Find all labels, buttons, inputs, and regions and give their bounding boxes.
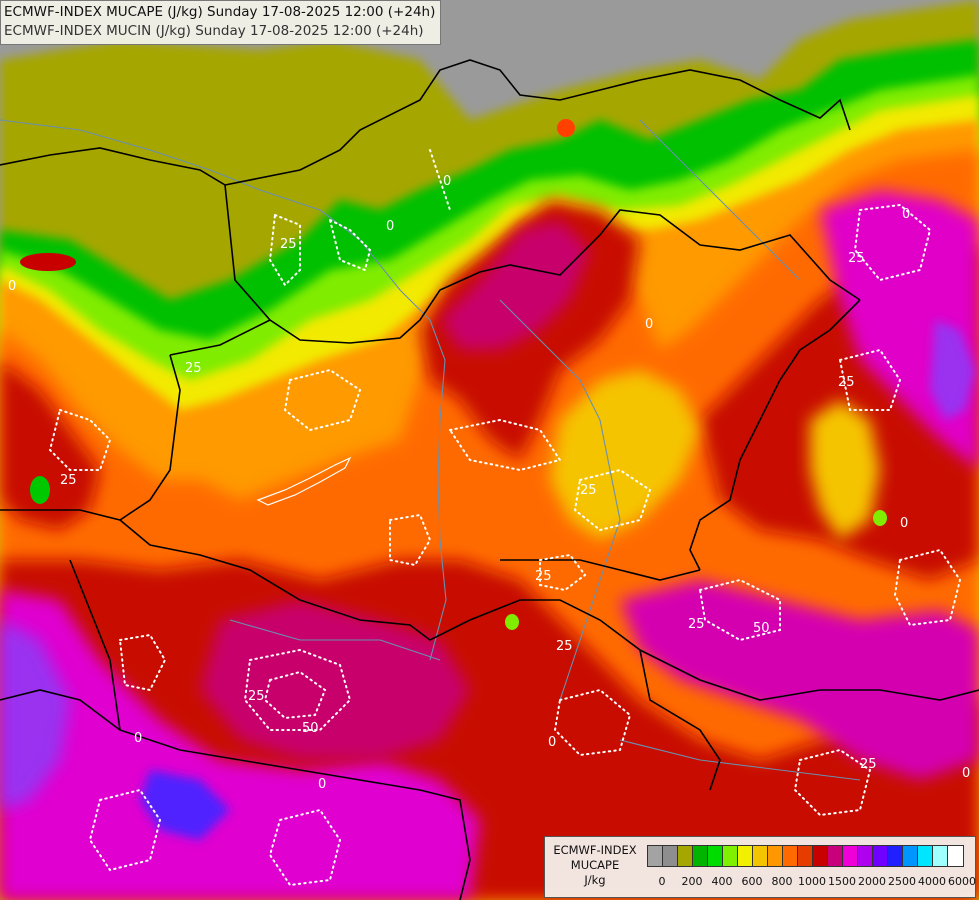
legend-model: ECMWF-INDEX [553,843,637,857]
cape-region-magenta-southeast [620,580,979,780]
legend-ticks: 0 200 400 600 800 1000 1500 2000 2500 4000 6000 [545,875,977,891]
legend-tick-label: 0 [658,875,666,888]
mucin-contours [48,149,962,887]
contour-label: 0 [548,735,556,750]
legend-swatch [663,846,678,866]
contour-label: 25 [860,757,877,772]
contour-label: 25 [280,237,297,252]
legend-swatch [948,846,963,866]
cape-region-violet-west [0,620,70,810]
legend-swatch [918,846,933,866]
cape-region-blue-southwest [140,770,230,840]
legend-swatch [693,846,708,866]
contour-label: 0 [962,766,970,781]
contour-label: 0 [443,174,451,189]
contour-label: 0 [645,317,653,332]
cape-region-violet-east [930,320,975,420]
legend-swatches [647,845,964,867]
legend-tick-label: 4000 [918,875,946,888]
legend-swatch [723,846,738,866]
legend-swatch [858,846,873,866]
legend-swatch [933,846,948,866]
legend-swatch [873,846,888,866]
lake-outline [256,456,352,506]
mucin-contour-labels: 0 0 25 0 25 25 0 0 25 25 25 0 25 25 50 2… [8,174,970,792]
color-legend: ECMWF-INDEX MUCAPE J/kg 0 200 400 600 800 100… [544,836,976,898]
contour-label: 0 [318,777,326,792]
legend-swatch [648,846,663,866]
cape-region-yellow-central [550,370,700,540]
legend-swatch [768,846,783,866]
legend-swatch [843,846,858,866]
cape-region-crimson-south [200,600,470,760]
contour-label: 25 [60,473,77,488]
legend-tick-label: 400 [711,875,733,888]
contour-label: 50 [302,721,319,736]
cape-region-magenta-southwest [0,590,480,900]
contour-label: 0 [902,207,910,222]
rivers [0,119,861,781]
map-title-mucin: ECMWF-INDEX MUCIN (J/kg) Sunday 17-08-20… [4,23,424,39]
legend-parameter: MUCAPE [570,858,620,872]
cape-cell-north [557,119,575,137]
legend-tick-label: 800 [771,875,793,888]
contour-label: 25 [838,375,855,390]
contour-label: 25 [580,483,597,498]
map-title-box: ECMWF-INDEX MUCAPE (J/kg) Sunday 17-08-2… [0,0,442,45]
legend-swatch [738,846,753,866]
legend-tick-label: 2000 [858,875,886,888]
legend-tick-label: 600 [741,875,763,888]
cape-cell-center [505,614,519,630]
contour-label: 0 [8,279,16,294]
map-title-mucape: ECMWF-INDEX MUCAPE (J/kg) Sunday 17-08-2… [4,4,436,20]
cape-cell-northwest [20,253,76,271]
legend-tick-label: 200 [681,875,703,888]
legend-tick-label: 1500 [828,875,856,888]
cape-region-crimson-north [440,220,590,350]
contour-label: 50 [753,621,770,636]
cape-region-red-west [0,360,100,530]
legend-swatch [798,846,813,866]
cape-region-yellow-east [810,400,880,540]
legend-swatch [753,846,768,866]
legend-tick-label: 6000 [948,875,976,888]
legend-swatch [678,846,693,866]
legend-unit: J/kg [584,873,606,887]
contour-label: 25 [556,639,573,654]
cape-cell-west [30,476,50,504]
legend-swatch [813,846,828,866]
contour-label: 0 [386,219,394,234]
contour-label: 25 [185,361,202,376]
legend-label: ECMWF-INDEX MUCAPE J/kg [545,843,645,888]
contour-label: 25 [688,617,705,632]
legend-swatch [828,846,843,866]
legend-tick-label: 1000 [798,875,826,888]
legend-swatch [888,846,903,866]
legend-swatch [708,846,723,866]
legend-swatch [783,846,798,866]
contour-label: 0 [900,516,908,531]
contour-label: 25 [535,569,552,584]
legend-swatch [903,846,918,866]
contour-label: 25 [848,251,865,266]
cape-cell-east [873,510,887,526]
country-borders [0,59,979,900]
contour-label: 0 [134,731,142,746]
legend-tick-label: 2500 [888,875,916,888]
contour-label: 25 [248,689,265,704]
